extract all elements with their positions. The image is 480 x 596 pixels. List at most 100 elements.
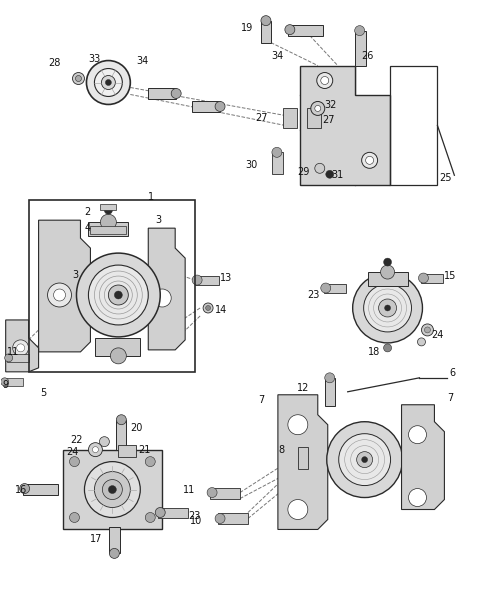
Circle shape (215, 101, 225, 111)
Circle shape (95, 471, 130, 508)
Bar (23, 483, 58, 495)
Circle shape (288, 415, 308, 434)
Text: 22: 22 (70, 434, 83, 445)
Text: 33: 33 (88, 54, 101, 64)
Circle shape (0, 378, 9, 386)
Bar (100, 204, 116, 210)
Text: 17: 17 (90, 535, 102, 544)
Text: 23: 23 (307, 290, 320, 300)
Circle shape (327, 422, 403, 498)
Circle shape (155, 508, 165, 517)
Polygon shape (300, 66, 390, 185)
Circle shape (86, 61, 130, 104)
Text: 5: 5 (41, 388, 47, 398)
Text: 19: 19 (240, 23, 253, 33)
Circle shape (366, 156, 373, 164)
Text: 11: 11 (183, 485, 195, 495)
Text: 20: 20 (130, 423, 143, 433)
Polygon shape (6, 320, 38, 372)
Circle shape (203, 303, 213, 313)
Circle shape (75, 76, 82, 82)
Circle shape (20, 483, 30, 493)
Circle shape (321, 283, 331, 293)
Bar (195, 276, 219, 285)
Text: 3: 3 (72, 270, 78, 280)
Text: 27: 27 (322, 116, 334, 125)
Bar (158, 508, 188, 519)
Bar (29, 200, 195, 372)
Circle shape (99, 437, 109, 446)
Text: 16: 16 (15, 485, 27, 495)
Text: 7: 7 (259, 395, 265, 405)
Circle shape (145, 513, 155, 523)
Text: 14: 14 (215, 305, 228, 315)
Circle shape (108, 285, 128, 305)
Circle shape (17, 344, 24, 352)
Text: 26: 26 (361, 51, 374, 61)
Circle shape (311, 101, 325, 116)
Text: 2: 2 (84, 207, 90, 217)
Circle shape (384, 305, 391, 311)
Circle shape (72, 73, 84, 85)
Circle shape (315, 163, 325, 173)
Circle shape (88, 265, 148, 325)
Circle shape (355, 26, 365, 36)
Bar (7, 354, 29, 362)
Circle shape (285, 24, 295, 35)
Circle shape (108, 486, 116, 493)
Circle shape (93, 446, 98, 452)
Circle shape (54, 289, 65, 301)
Circle shape (110, 348, 126, 364)
Circle shape (384, 344, 392, 352)
Bar (324, 284, 346, 293)
Polygon shape (278, 395, 328, 529)
Bar (109, 527, 120, 554)
Polygon shape (148, 228, 185, 350)
Text: 6: 6 (449, 368, 456, 378)
Circle shape (379, 299, 396, 317)
Text: 18: 18 (368, 347, 380, 357)
Bar (261, 21, 271, 42)
Circle shape (5, 354, 12, 362)
Circle shape (317, 73, 333, 88)
Circle shape (419, 273, 429, 283)
Text: 3: 3 (155, 215, 161, 225)
Circle shape (100, 214, 116, 230)
Circle shape (326, 170, 334, 178)
Bar (368, 272, 408, 286)
Bar (325, 378, 335, 406)
Text: 29: 29 (298, 167, 310, 177)
Circle shape (95, 69, 122, 97)
Text: 21: 21 (138, 445, 151, 455)
Text: 12: 12 (298, 383, 310, 393)
Bar (390, 66, 437, 185)
Bar (272, 153, 283, 174)
Circle shape (272, 147, 282, 157)
Circle shape (109, 548, 120, 558)
Circle shape (353, 273, 422, 343)
Circle shape (408, 426, 426, 443)
Bar (307, 108, 321, 128)
Circle shape (408, 489, 426, 507)
Text: 34: 34 (136, 55, 148, 66)
Text: 28: 28 (48, 58, 60, 67)
Bar (288, 24, 323, 36)
Circle shape (361, 153, 378, 168)
Circle shape (70, 513, 80, 523)
Bar (96, 338, 140, 356)
Bar (283, 108, 297, 128)
Text: 34: 34 (272, 51, 284, 61)
Circle shape (315, 105, 321, 111)
Circle shape (384, 258, 392, 266)
Circle shape (88, 443, 102, 457)
Circle shape (102, 480, 122, 499)
Text: 9: 9 (3, 380, 9, 390)
Circle shape (418, 338, 425, 346)
Bar (192, 101, 220, 113)
Text: 1: 1 (148, 193, 155, 202)
Text: 31: 31 (332, 170, 344, 180)
Text: 8: 8 (279, 445, 285, 455)
Bar (88, 222, 128, 236)
Bar (218, 514, 248, 524)
Circle shape (12, 340, 29, 356)
